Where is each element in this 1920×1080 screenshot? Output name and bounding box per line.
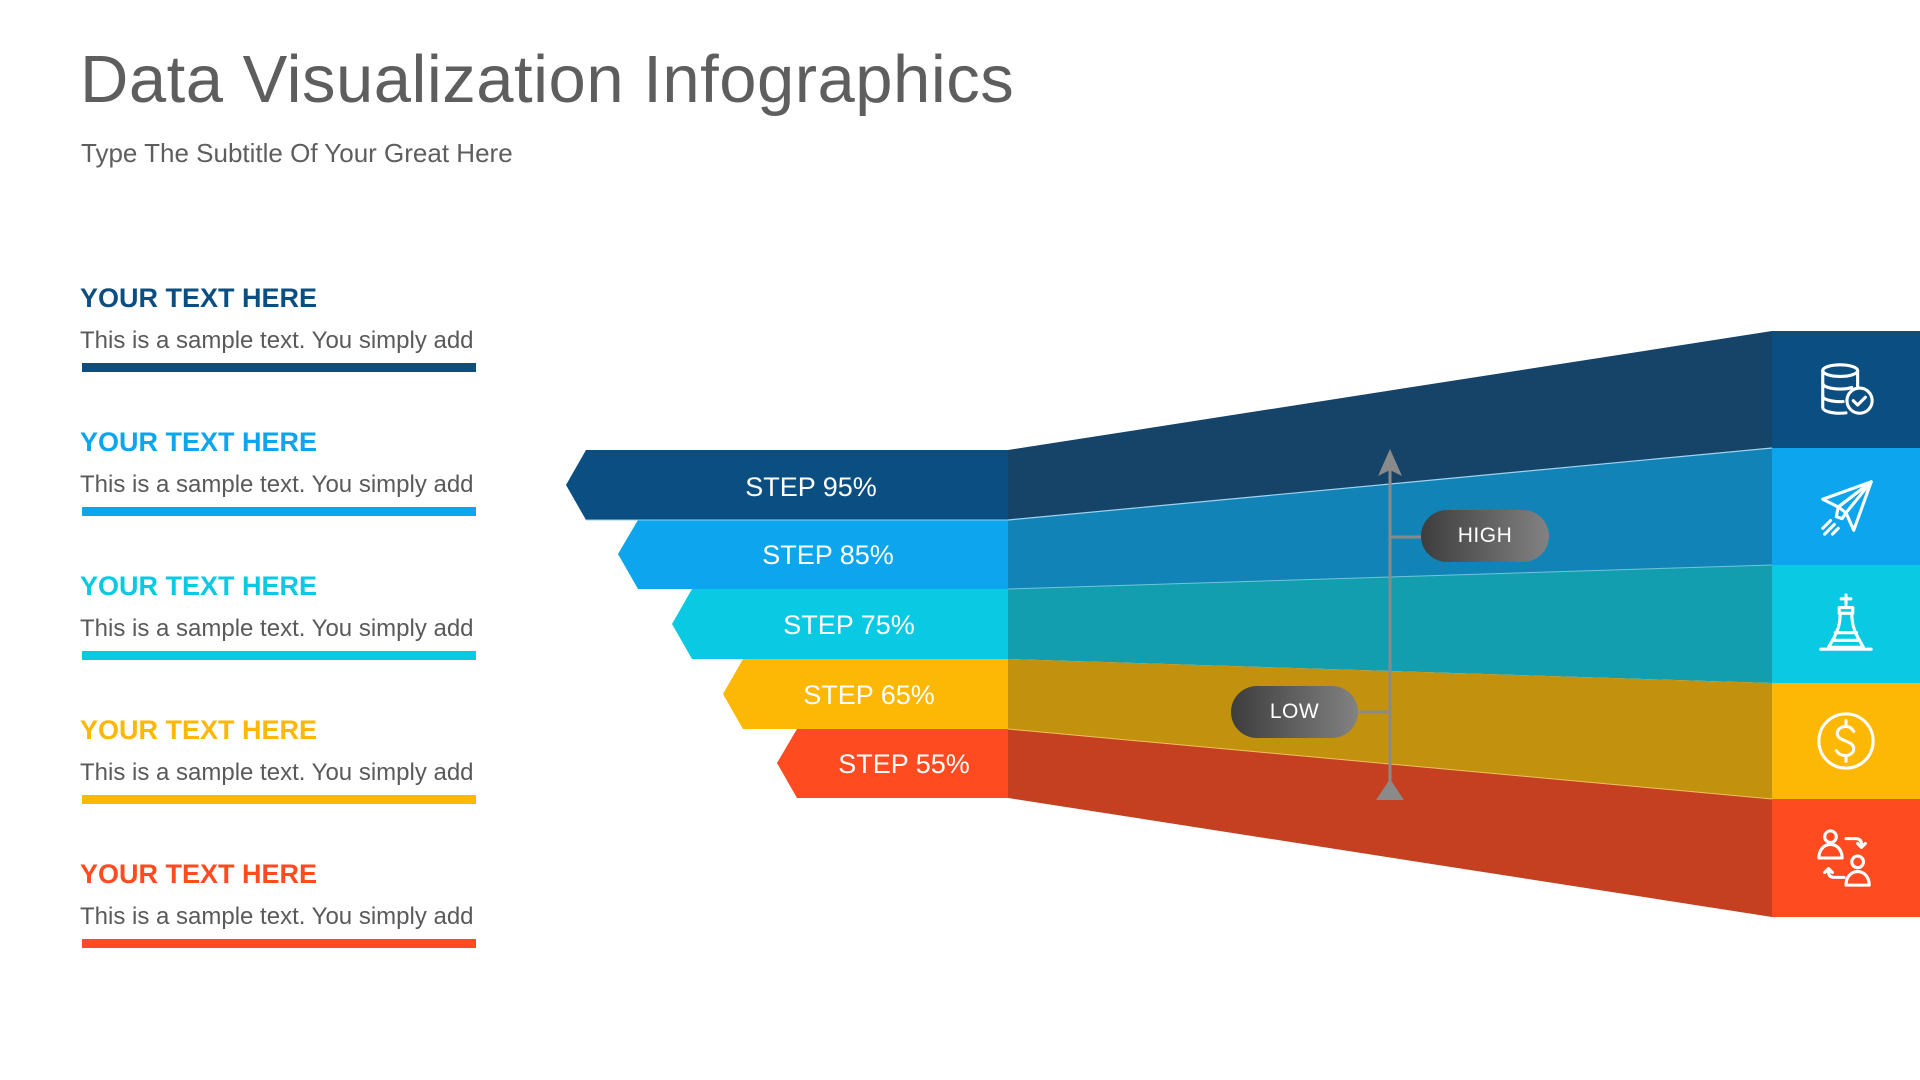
text-block-body: This is a sample text. You simply add: [80, 471, 474, 498]
text-block-body: This is a sample text. You simply add: [80, 327, 474, 354]
text-block-5: YOUR TEXT HERE This is a sample text. Yo…: [80, 858, 480, 948]
icon-cell-65: [1772, 683, 1920, 799]
icon-block-55: [1772, 799, 1920, 917]
icon-block-75: [1772, 565, 1920, 683]
text-block-body: This is a sample text. You simply add: [80, 759, 474, 786]
arrow-base-triangle-icon: [1376, 779, 1404, 800]
text-block-underline: [82, 651, 476, 660]
step-label-75: STEP 75%: [783, 610, 915, 640]
icon-cell-75: [1772, 565, 1920, 683]
text-block-heading: YOUR TEXT HERE: [80, 571, 318, 601]
text-block-body: This is a sample text. You simply add: [80, 615, 474, 642]
step-bar-95[interactable]: [566, 450, 1008, 520]
user-exchange-icon: [1817, 829, 1871, 887]
page-title: Data Visualization Infographics: [80, 42, 1015, 117]
step-label-65: STEP 65%: [803, 680, 935, 710]
text-block-underline: [82, 363, 476, 372]
step-label-85: STEP 85%: [762, 540, 894, 570]
chess-king-icon: [1819, 593, 1873, 651]
icon-cell-95: [1772, 331, 1920, 448]
step-bar-55[interactable]: [777, 729, 1008, 798]
step-bar-85[interactable]: [618, 520, 1008, 589]
high-badge: HIGH: [1421, 510, 1549, 562]
scale-arrow: [1358, 449, 1421, 800]
text-block-heading: YOUR TEXT HERE: [80, 859, 318, 889]
step-bar-65[interactable]: [723, 659, 1008, 729]
icon-cell-55: [1772, 799, 1920, 917]
step-label-55: STEP 55%: [838, 749, 970, 779]
text-block-4: YOUR TEXT HERE This is a sample text. Yo…: [80, 714, 480, 804]
band-step-95: [1008, 331, 1772, 520]
step-label-95: STEP 95%: [745, 472, 877, 502]
paper-plane-icon: [1821, 479, 1873, 536]
arrow-up-icon: [1378, 449, 1402, 476]
text-block-heading: YOUR TEXT HERE: [80, 427, 318, 457]
icon-cell-85: [1772, 448, 1920, 565]
dollar-coin-icon: [1817, 712, 1875, 770]
page-subtitle: Type The Subtitle Of Your Great Here: [81, 138, 513, 168]
database-check-icon: [1821, 362, 1874, 415]
text-block-2: YOUR TEXT HERE This is a sample text. Yo…: [80, 426, 480, 516]
text-block-heading: YOUR TEXT HERE: [80, 715, 318, 745]
text-block-1: YOUR TEXT HERE This is a sample text. Yo…: [80, 282, 480, 372]
text-block-body: This is a sample text. You simply add: [80, 903, 474, 930]
text-block-underline: [82, 795, 476, 804]
text-block-underline: [82, 507, 476, 516]
text-block-underline: [82, 939, 476, 948]
text-block-3: YOUR TEXT HERE This is a sample text. Yo…: [80, 570, 480, 660]
text-block-heading: YOUR TEXT HERE: [80, 283, 318, 313]
step-bar-75[interactable]: [672, 589, 1008, 659]
low-badge: LOW: [1231, 686, 1358, 738]
band-step-55: [1008, 729, 1772, 917]
icon-block-85: [1772, 448, 1920, 565]
